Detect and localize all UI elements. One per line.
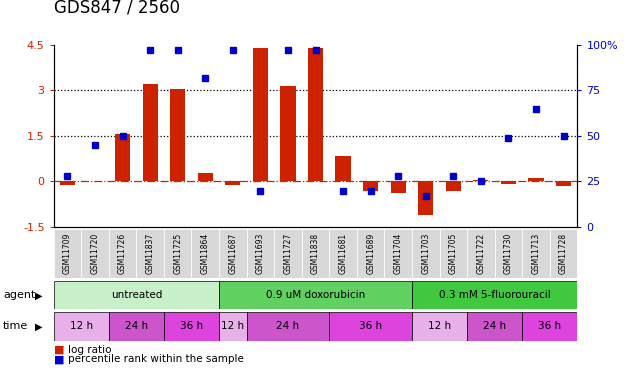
Text: 24 h: 24 h (125, 321, 148, 332)
Text: GSM11722: GSM11722 (476, 232, 485, 274)
Bar (60, 182, 75, 185)
Text: 12 h: 12 h (428, 321, 451, 332)
Text: time: time (3, 321, 28, 332)
Text: GSM11837: GSM11837 (146, 232, 155, 274)
Bar (81, 229, 109, 278)
Text: GSM11726: GSM11726 (118, 232, 127, 274)
Bar (247, 229, 274, 278)
Text: GSM11705: GSM11705 (449, 232, 458, 274)
Bar (191, 229, 219, 278)
Text: GSM11720: GSM11720 (90, 232, 100, 274)
Bar (363, 182, 378, 191)
Text: GSM11689: GSM11689 (366, 232, 375, 274)
Text: 36 h: 36 h (180, 321, 203, 332)
Text: log ratio: log ratio (68, 345, 111, 355)
Bar (384, 229, 412, 278)
Text: GSM11838: GSM11838 (311, 232, 320, 274)
Text: GSM11725: GSM11725 (173, 232, 182, 274)
Text: GSM11687: GSM11687 (228, 232, 237, 274)
Bar (164, 312, 219, 340)
Bar (473, 180, 488, 182)
Text: 24 h: 24 h (276, 321, 300, 332)
Bar (336, 156, 351, 182)
Text: GSM11693: GSM11693 (256, 232, 265, 274)
Bar (164, 229, 191, 278)
Bar (440, 229, 467, 278)
Text: 0.3 mM 5-fluorouracil: 0.3 mM 5-fluorouracil (439, 290, 550, 300)
Text: 12 h: 12 h (221, 321, 244, 332)
Text: ▶: ▶ (35, 321, 43, 332)
Bar (501, 182, 516, 184)
Bar (495, 229, 522, 278)
Text: GSM11703: GSM11703 (422, 232, 430, 274)
Bar (54, 312, 109, 340)
Text: agent: agent (3, 290, 35, 300)
Text: GSM11864: GSM11864 (201, 232, 209, 274)
Bar (115, 134, 130, 182)
Text: untreated: untreated (110, 290, 162, 300)
Bar (219, 312, 247, 340)
Text: GSM11730: GSM11730 (504, 232, 513, 274)
Bar (54, 281, 219, 309)
Text: GSM11704: GSM11704 (394, 232, 403, 274)
Bar (219, 229, 247, 278)
Bar (522, 312, 577, 340)
Bar (274, 229, 302, 278)
Bar (467, 229, 495, 278)
Text: 24 h: 24 h (483, 321, 506, 332)
Bar (391, 182, 406, 193)
Text: 12 h: 12 h (69, 321, 93, 332)
Bar (170, 89, 186, 182)
Bar (308, 48, 323, 182)
Bar (412, 229, 440, 278)
Bar (247, 312, 329, 340)
Bar (198, 173, 213, 182)
Bar (329, 229, 357, 278)
Text: percentile rank within the sample: percentile rank within the sample (68, 354, 244, 364)
Text: 36 h: 36 h (538, 321, 562, 332)
Bar (302, 229, 329, 278)
Bar (528, 178, 543, 182)
Bar (54, 229, 81, 278)
Bar (329, 312, 412, 340)
Bar (253, 48, 268, 182)
Bar (412, 281, 577, 309)
Text: ■: ■ (54, 354, 64, 364)
Bar (109, 229, 136, 278)
Bar (445, 182, 461, 191)
Bar (143, 84, 158, 182)
Bar (88, 181, 103, 182)
Bar (225, 182, 240, 185)
Bar (412, 312, 467, 340)
Text: 36 h: 36 h (359, 321, 382, 332)
Text: GSM11709: GSM11709 (63, 232, 72, 274)
Text: 0.9 uM doxorubicin: 0.9 uM doxorubicin (266, 290, 365, 300)
Bar (467, 312, 522, 340)
Bar (357, 229, 384, 278)
Text: GDS847 / 2560: GDS847 / 2560 (54, 0, 180, 17)
Text: GSM11727: GSM11727 (283, 232, 292, 274)
Bar (556, 182, 571, 186)
Text: ▶: ▶ (35, 290, 43, 300)
Bar (109, 312, 164, 340)
Text: GSM11728: GSM11728 (559, 232, 568, 274)
Text: ■: ■ (54, 345, 64, 355)
Bar (522, 229, 550, 278)
Bar (550, 229, 577, 278)
Bar (280, 86, 295, 182)
Bar (219, 281, 412, 309)
Text: GSM11713: GSM11713 (531, 232, 541, 274)
Text: GSM11681: GSM11681 (339, 232, 348, 274)
Bar (418, 182, 433, 215)
Bar (136, 229, 164, 278)
